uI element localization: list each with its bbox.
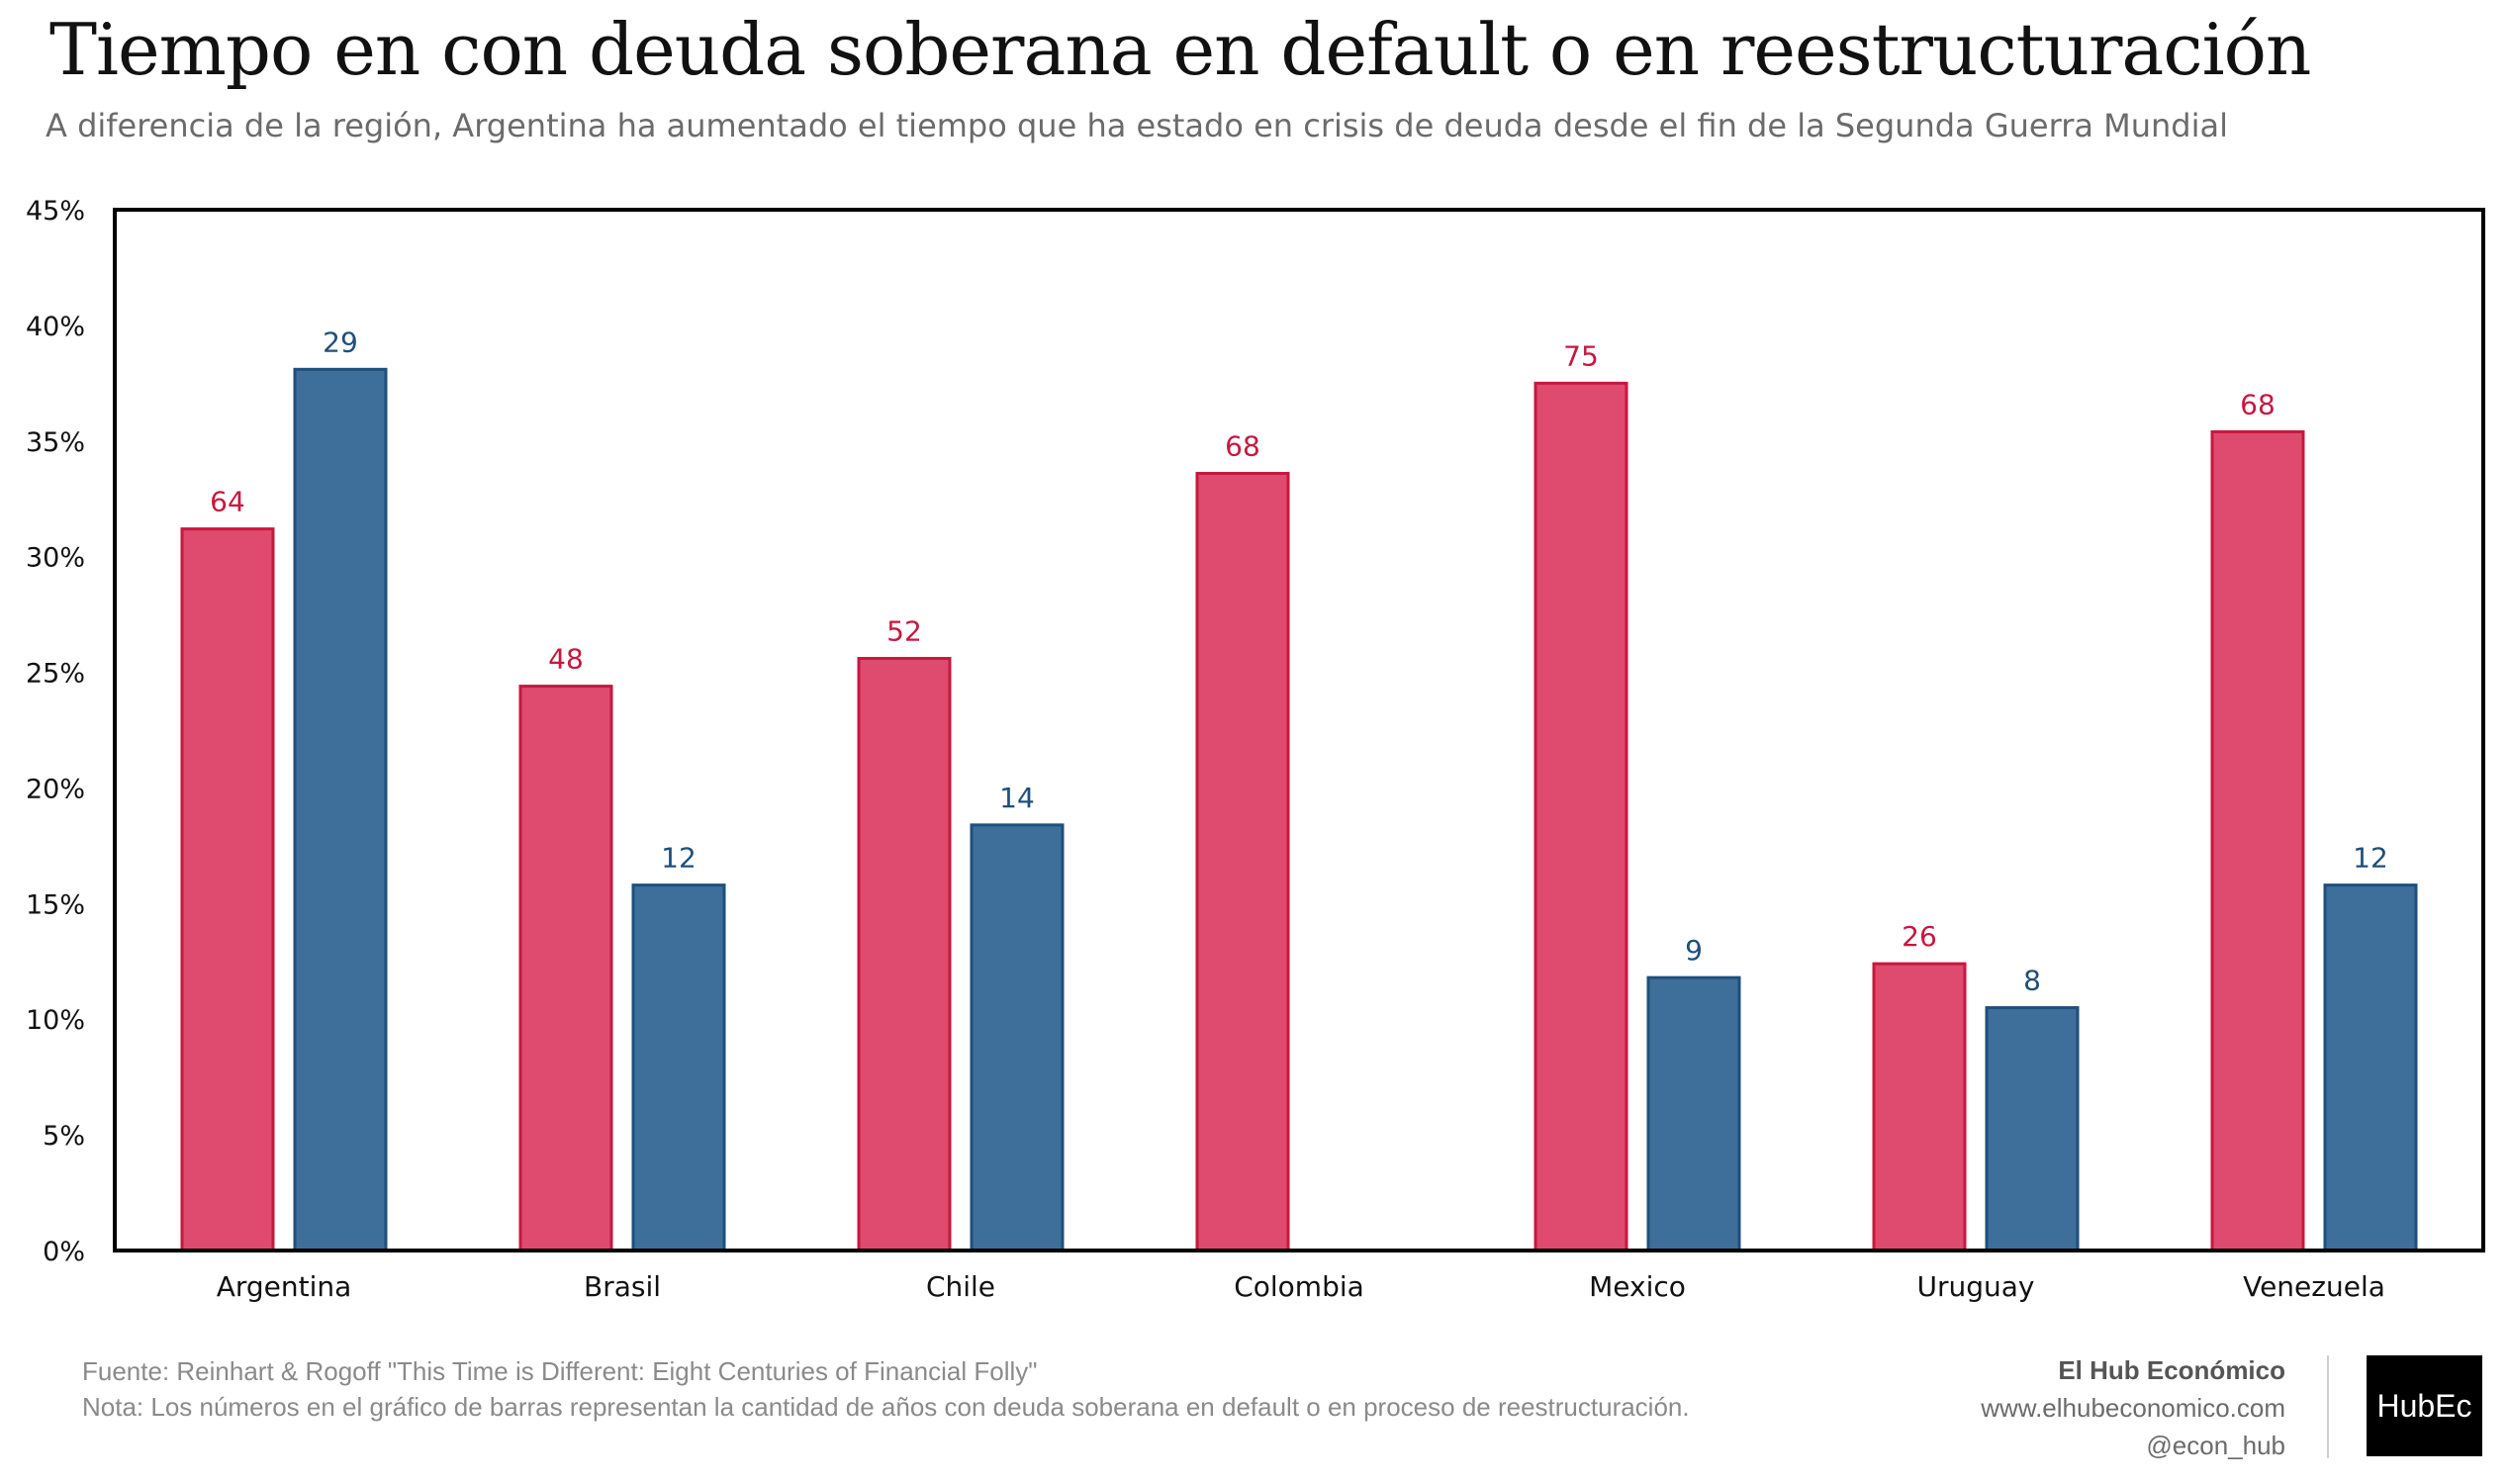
x-tick-label: Brasil xyxy=(584,1270,661,1303)
y-tick-label: 10% xyxy=(26,1005,85,1036)
brand-website: www.elhubeconomico.com xyxy=(1981,1393,2285,1423)
bar-uruguay-series-b xyxy=(1985,1006,2080,1252)
bar-chile-series-a xyxy=(857,657,952,1252)
y-tick-label: 30% xyxy=(26,543,85,574)
bar-chart: 0% 5% 10% 15% 20% 25% 30% 35% 40% 45% 64 29 48 12 52 1… xyxy=(26,196,2485,1303)
chart-title: Tiempo en con deuda soberana en default … xyxy=(49,8,2311,91)
data-label: 75 xyxy=(1563,339,1599,372)
y-tick-label: 40% xyxy=(26,312,85,342)
bar-brasil-series-b xyxy=(631,883,726,1252)
y-tick-label: 35% xyxy=(26,427,85,458)
data-label: 8 xyxy=(2023,965,2041,997)
x-tick-label: Mexico xyxy=(1589,1270,1686,1303)
x-tick-label: Chile xyxy=(926,1270,995,1303)
data-label: 26 xyxy=(1902,920,1937,953)
y-tick-label: 20% xyxy=(26,774,85,804)
data-label: 29 xyxy=(323,325,358,358)
bar-venezuela-series-b xyxy=(2323,883,2418,1252)
y-tick-label: 15% xyxy=(26,889,85,920)
y-tick-label: 45% xyxy=(26,196,85,227)
data-label: 68 xyxy=(1225,430,1260,463)
brand-divider xyxy=(2327,1355,2329,1458)
x-tick-label: Colombia xyxy=(1234,1270,1364,1303)
x-tick-label: Argentina xyxy=(217,1270,352,1303)
bar-mexico-series-b xyxy=(1646,975,1741,1252)
bar-venezuela-series-a xyxy=(2210,429,2305,1252)
hubec-logo: HubEc xyxy=(2367,1355,2482,1456)
bar-colombia-series-a xyxy=(1195,472,1290,1252)
x-tick-label: Venezuela xyxy=(2243,1270,2385,1303)
data-label: 52 xyxy=(886,615,922,648)
data-label: 48 xyxy=(548,643,584,676)
source-note: Fuente: Reinhart & Rogoff "This Time is … xyxy=(82,1356,1038,1386)
bar-uruguay-series-a xyxy=(1872,962,1967,1252)
bar-argentina-series-b xyxy=(293,367,388,1252)
data-label: 12 xyxy=(661,842,697,875)
y-axis-ticks: 0% 5% 10% 15% 20% 25% 30% 35% 40% 45% xyxy=(26,196,85,1267)
chart-subtitle: A diferencia de la región, Argentina ha … xyxy=(46,107,2228,144)
brand-name: El Hub Económico xyxy=(2058,1355,2285,1385)
y-tick-label: 25% xyxy=(26,659,85,690)
x-axis-ticks: Argentina Brasil Chile Colombia Mexico Urugua… xyxy=(217,1270,2385,1303)
bars xyxy=(180,367,2418,1252)
y-tick-label: 5% xyxy=(43,1121,85,1152)
footer: Fuente: Reinhart & Rogoff "This Time is … xyxy=(82,1353,1690,1425)
brand-block: El Hub Económico www.elhubeconomico.com … xyxy=(1981,1351,2285,1464)
data-label: 64 xyxy=(210,486,245,518)
bar-chile-series-b xyxy=(970,823,1065,1252)
data-labels: 64 29 48 12 52 14 68 75 9 26 8 68 12 xyxy=(210,325,2388,996)
bar-mexico-series-a xyxy=(1533,381,1628,1252)
y-tick-label: 0% xyxy=(43,1237,85,1267)
data-label: 9 xyxy=(1685,934,1703,967)
bar-argentina-series-a xyxy=(180,527,275,1252)
data-label: 12 xyxy=(2353,842,2388,875)
data-label: 14 xyxy=(999,782,1035,814)
data-label: 68 xyxy=(2240,388,2276,420)
brand-handle: @econ_hub xyxy=(2146,1431,2285,1460)
bar-brasil-series-a xyxy=(518,685,613,1252)
x-tick-label: Uruguay xyxy=(1917,1270,2035,1303)
methodology-note: Nota: Los números en el gráfico de barra… xyxy=(82,1392,1690,1422)
plot-frame xyxy=(113,208,2485,1252)
